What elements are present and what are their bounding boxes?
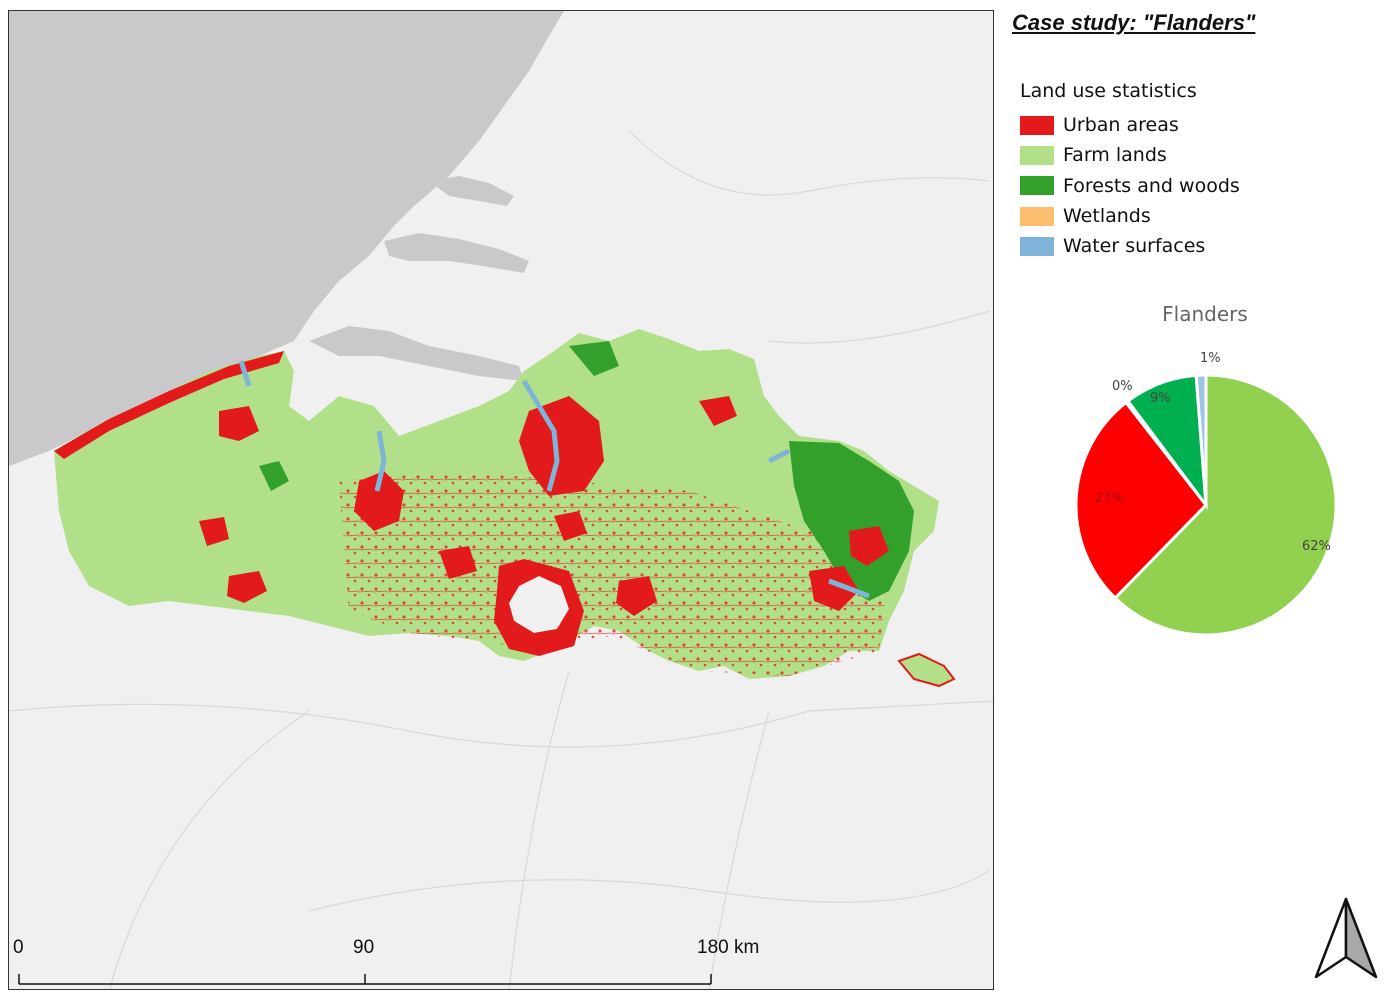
scale-label-90: 90 [353,937,375,958]
legend-label: Forests and woods [1063,174,1240,197]
north-sea [9,11,564,466]
urban-hasselt [809,566,859,611]
road-network [9,130,993,989]
scale-bar [18,974,712,985]
urban-mechelen [554,511,587,541]
legend-swatch [1020,206,1054,226]
albert-canal [767,448,870,599]
scale-label-0: 0 [13,937,24,958]
urban-ghent [354,471,404,531]
forest-campine [789,441,914,601]
estuary-eastern-scheldt [384,233,529,273]
brussels-region [509,576,569,633]
map-canvas[interactable] [9,11,994,990]
legend-swatch [1020,236,1054,256]
urban-centers [54,351,889,656]
scale-label-180: 180 km [697,937,760,958]
legend-title: Land use statistics [1020,80,1197,102]
forest-west [259,461,289,491]
pie-data-label: 62% [1302,539,1331,554]
map-frame[interactable]: 0 90 180 km [8,10,994,990]
estuary-western-scheldt [309,326,524,381]
legend-item-farm: Farm lands [1020,140,1240,170]
legend-item-wetlands: Wetlands [1020,201,1240,231]
urban-bruges [219,406,259,441]
ghent-canal [374,430,387,492]
legend-label: Water surfaces [1063,235,1206,258]
urban-aalst [439,546,477,579]
scheldt-river [521,379,560,492]
legend-item-urban: Urban areas [1020,110,1240,140]
urban-genk [849,526,889,566]
pie-data-label: 0% [1112,379,1133,394]
pie-chart: 62% 27% 0% 9% 1% [1074,351,1338,637]
urban-antwerp [519,396,604,496]
zeebrugge-port [238,360,252,387]
pie-slice [1194,373,1208,506]
pie-data-label: 9% [1150,391,1171,406]
pie-slice [1074,400,1208,601]
urban-texture-overlay [339,471,889,676]
urban-coast [54,351,284,459]
legend-label: Wetlands [1063,205,1151,228]
legend-swatch [1020,115,1054,135]
estuary-grevelingen [429,176,514,206]
legend: Land use statistics Urban areas Farm lan… [1020,80,1240,261]
case-study-title: Case study: "Flanders" [1012,10,1256,35]
urban-roeselare [199,517,229,546]
legend-item-forest: Forests and woods [1020,171,1240,201]
pie-chart-title: Flanders [1162,302,1248,326]
urban-kortrijk [227,571,267,603]
pie-data-label: 27% [1095,491,1124,506]
north-arrow-icon [1314,897,1378,979]
legend-swatch [1020,176,1054,196]
legend-swatch [1020,145,1054,165]
urban-turnhout [699,396,737,426]
legend-label: Urban areas [1063,114,1179,137]
voeren-exclave [897,652,956,688]
legend-label: Farm lands [1063,144,1167,167]
pie-slice [1113,373,1338,637]
urban-leuven [616,576,657,616]
legend-item-water: Water surfaces [1020,231,1240,261]
forest-north [569,341,619,376]
water-channels [238,360,870,599]
urban-brussels-ring [494,559,584,656]
pie-data-label: 1% [1200,351,1221,366]
